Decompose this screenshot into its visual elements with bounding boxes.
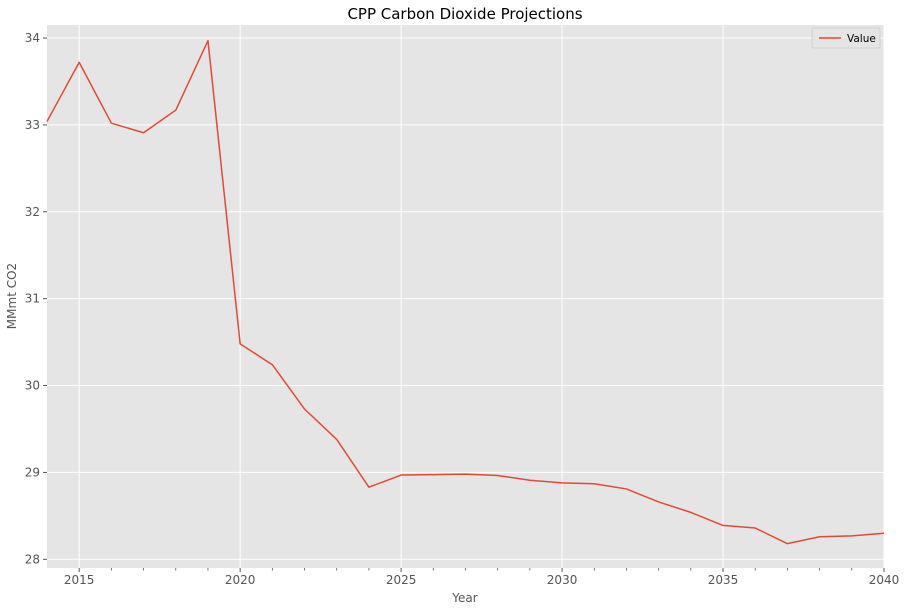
y-tick-label: 33 xyxy=(25,118,40,132)
x-tick-label: 2030 xyxy=(547,573,578,587)
y-axis-label: MMmt CO2 xyxy=(5,263,19,329)
legend-box xyxy=(811,27,881,49)
x-tick-label: 2040 xyxy=(869,573,900,587)
series-line-value xyxy=(46,39,885,545)
x-tick-label: 2015 xyxy=(64,573,95,587)
series-layer xyxy=(46,39,885,545)
x-axis-label: Year xyxy=(451,591,477,605)
legend: Value xyxy=(811,27,881,49)
y-tick-label: 32 xyxy=(25,205,40,219)
grid-lines xyxy=(47,25,885,568)
x-tick-label: 2025 xyxy=(386,573,417,587)
y-tick-label: 30 xyxy=(25,379,40,393)
x-tick-label: 2035 xyxy=(708,573,739,587)
chart-title: CPP Carbon Dioxide Projections xyxy=(347,5,582,23)
legend-label: Value xyxy=(847,33,876,45)
x-tick-label: 2020 xyxy=(225,573,256,587)
y-tick-label: 34 xyxy=(25,31,40,45)
axis-ticks: 2015 2020 2025 2030 2035 2040 28 29 30 31 32 33 34 xyxy=(25,31,900,587)
y-tick-label: 28 xyxy=(25,552,40,566)
y-tick-label: 31 xyxy=(25,292,40,306)
y-tick-label: 29 xyxy=(25,465,40,479)
plot-background xyxy=(47,25,884,568)
